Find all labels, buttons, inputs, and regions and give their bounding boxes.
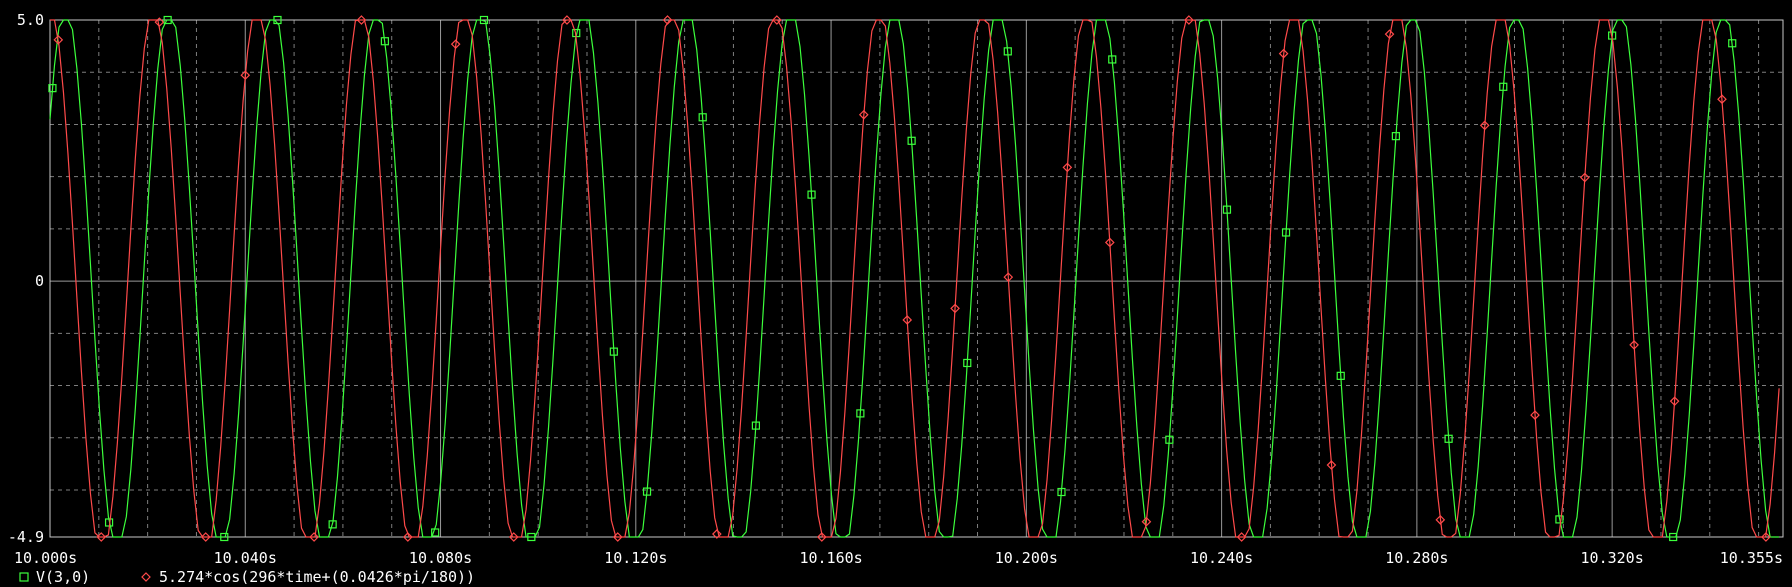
data-point-square [1728, 39, 1737, 48]
x-tick-label: 10.320s [1581, 549, 1644, 567]
series-line-1 [49, 19, 1780, 538]
data-point-diamond [402, 532, 413, 542]
data-point-diamond [1579, 172, 1590, 183]
data-point-diamond [902, 315, 913, 325]
x-tick-label: 10.355s [1720, 549, 1783, 567]
data-point-square [380, 37, 389, 46]
data-point-diamond [1003, 272, 1014, 282]
data-point-diamond [1141, 516, 1152, 527]
data-point-diamond [1479, 120, 1490, 131]
legend: V(3,0) 5.274*cos(296*time+(0.0426*pi/180)… [19, 568, 475, 586]
y-tick-label: 5.0 [17, 11, 44, 29]
data-point-diamond [1717, 94, 1727, 105]
data-point-diamond [1104, 237, 1115, 248]
data-point-diamond [1669, 396, 1680, 407]
data-point-square [609, 347, 618, 356]
tick-labels: 10.000s 10.040s 10.080s 10.120s 10.160s 10.20… [8, 11, 1783, 567]
data-point-square [1057, 487, 1066, 497]
data-point-diamond [1326, 460, 1337, 470]
legend-square-icon [19, 572, 29, 582]
y-tick-label: 0 [35, 272, 44, 290]
x-tick-label: 10.080s [409, 549, 472, 567]
data-point-diamond [240, 70, 251, 81]
data-point-diamond [356, 15, 367, 25]
x-tick-label: 10.000s [14, 549, 77, 567]
x-tick-label: 10.200s [995, 549, 1058, 567]
data-point-diamond [562, 15, 572, 25]
data-point-diamond [1761, 532, 1771, 542]
data-point-square [1669, 532, 1678, 542]
data-point-square [698, 113, 707, 122]
data-point-diamond [508, 532, 519, 542]
data-point-square [856, 409, 865, 418]
data-point-square [1444, 434, 1453, 443]
plot-border [49, 19, 1784, 538]
data-point-diamond [1184, 15, 1194, 25]
data-point-square [907, 136, 916, 145]
data-point-square [751, 421, 760, 430]
data-point-diamond [1530, 410, 1540, 420]
data-point-square [1281, 228, 1291, 237]
data-point-diamond [1236, 532, 1247, 542]
data-point-square [1555, 515, 1564, 524]
data-point-square [1003, 47, 1012, 56]
series-layer [48, 15, 1780, 542]
data-point-diamond [1384, 29, 1395, 40]
data-point-diamond [450, 39, 461, 50]
y-tick-label: -4.9 [8, 528, 44, 546]
data-point-diamond [309, 532, 319, 542]
data-point-diamond [772, 15, 782, 25]
x-tick-label: 10.120s [604, 549, 667, 567]
x-tick-label: 10.240s [1190, 549, 1253, 567]
data-point-square [1499, 82, 1508, 91]
data-point-diamond [662, 15, 673, 25]
data-point-diamond [154, 17, 165, 27]
data-point-diamond [1435, 515, 1446, 525]
data-point-square [1165, 435, 1174, 444]
data-point-diamond [1062, 162, 1073, 173]
data-point-square [807, 190, 816, 199]
legend-label-series-2: 5.274*cos(296*time+(0.0426*pi/180)) [159, 568, 475, 586]
plot-frame [49, 19, 1784, 538]
data-point-square [1222, 205, 1232, 214]
data-point-diamond [858, 109, 869, 120]
data-point-square [328, 520, 337, 529]
data-point-square [220, 532, 229, 542]
legend-diamond-icon [141, 572, 151, 582]
data-point-diamond [53, 34, 64, 45]
data-point-square [48, 84, 57, 93]
data-point-square [273, 15, 282, 25]
data-point-diamond [612, 532, 623, 542]
x-tick-label: 10.280s [1385, 549, 1448, 567]
data-point-diamond [1629, 340, 1639, 350]
data-point-square [1108, 55, 1117, 64]
data-point-diamond [816, 532, 827, 542]
legend-label-series-1: V(3,0) [36, 568, 90, 586]
data-point-diamond [950, 303, 960, 314]
data-point-diamond [96, 532, 107, 542]
x-tick-label: 10.160s [799, 549, 862, 567]
data-point-square [642, 487, 652, 496]
data-point-square [963, 358, 972, 368]
data-point-square [163, 15, 172, 25]
data-point-square [479, 15, 489, 25]
data-point-diamond [200, 532, 211, 542]
data-point-square [527, 532, 536, 542]
data-point-square [1391, 132, 1400, 141]
data-point-square [1336, 371, 1345, 380]
data-point-diamond [711, 529, 722, 539]
x-tick-label: 10.040s [214, 549, 277, 567]
series-line-2 [50, 19, 1780, 538]
data-point-square [431, 528, 440, 537]
data-point-diamond [1278, 48, 1289, 59]
